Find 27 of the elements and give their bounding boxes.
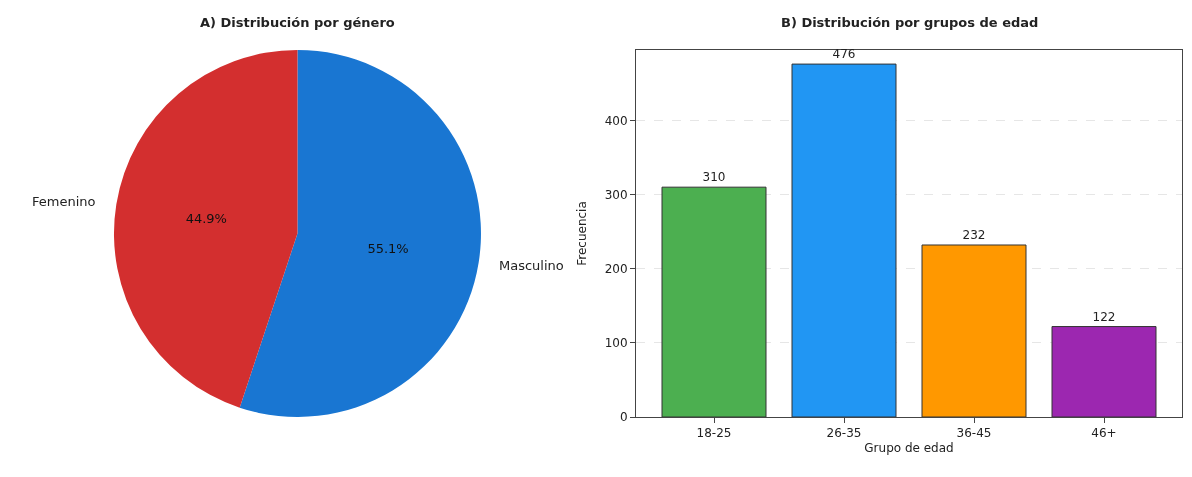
y-tick-label: 300 (604, 187, 628, 202)
x-axis-title: Grupo de edad (864, 441, 954, 456)
y-tick-label: 200 (604, 261, 628, 276)
bar (921, 244, 1027, 417)
x-tick-label: 18-25 (696, 426, 732, 441)
y-tick-label: 400 (604, 113, 628, 128)
y-axis-title: Frecuencia (574, 201, 589, 266)
data-label: 232 (962, 227, 986, 242)
chart-title: B) Distribución por grupos de edad (781, 15, 1039, 30)
data-label: 310 (702, 170, 726, 185)
x-tick-label: 46+ (1091, 426, 1117, 441)
bar (1051, 326, 1157, 417)
slice-label: Femenino (32, 194, 96, 209)
x-tick-label: 26-35 (826, 426, 862, 441)
slice-label: Masculino (499, 258, 564, 273)
bar (661, 186, 767, 417)
x-tick-label: 36-45 (956, 426, 992, 441)
data-label: 55.1% (367, 240, 409, 256)
pie-slice (114, 50, 298, 408)
data-label: 476 (832, 47, 856, 62)
y-tick-label: 0 (619, 410, 628, 425)
chart-title: A) Distribución por género (200, 15, 395, 30)
data-label: 122 (1092, 309, 1116, 324)
pie-slice (239, 50, 481, 417)
y-tick-label: 100 (604, 336, 628, 351)
data-label: 44.9% (185, 211, 227, 227)
bar (791, 63, 897, 417)
